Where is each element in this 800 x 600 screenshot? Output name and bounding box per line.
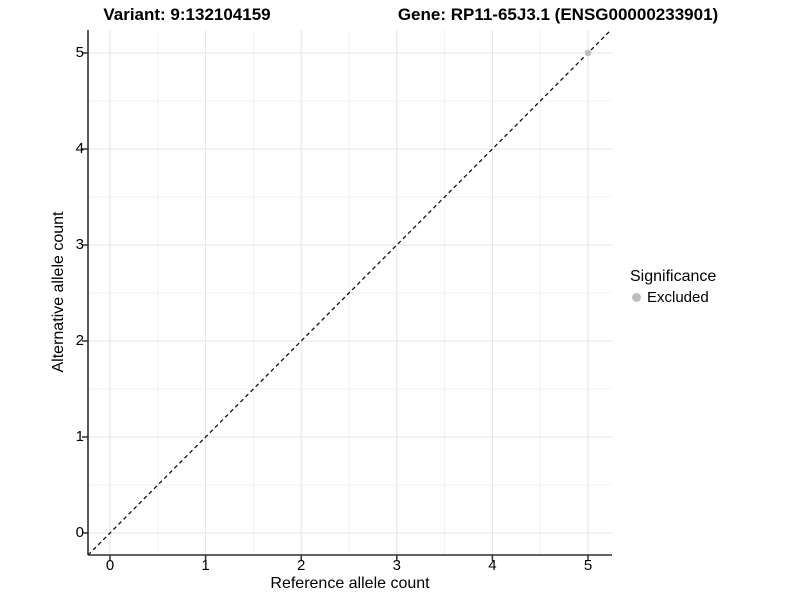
y-tick-label: 1	[75, 428, 84, 445]
title-variant: Variant: 9:132104159	[103, 5, 271, 24]
y-tick-label: 2	[75, 332, 84, 349]
x-axis-title: Reference allele count	[270, 575, 430, 592]
y-tick-label: 3	[75, 236, 84, 253]
legend-key-dot-icon	[632, 293, 641, 302]
y-tick-label: 5	[75, 44, 84, 61]
title-gene: Gene: RP11-65J3.1 (ENSG00000233901)	[397, 5, 719, 24]
data-point	[584, 49, 592, 57]
x-tick-label: 0	[105, 557, 115, 574]
plot-panel-svg	[82, 29, 612, 561]
identity-line	[87, 29, 612, 556]
legend: Significance Excluded	[630, 268, 716, 306]
x-tick-label: 4	[488, 557, 497, 574]
legend-title: Significance	[630, 268, 717, 285]
y-tick-label: 0	[75, 524, 84, 541]
legend-item-excluded: Excluded	[630, 289, 716, 306]
legend-item-label: Excluded	[647, 289, 709, 306]
x-tick-label: 5	[583, 557, 593, 574]
x-tick-label: 3	[392, 557, 401, 574]
y-tick-label: 4	[75, 140, 84, 157]
x-tick-label: 2	[297, 557, 306, 574]
x-tick-label: 1	[201, 557, 210, 574]
y-axis-title: Alternative allele count	[50, 211, 67, 373]
